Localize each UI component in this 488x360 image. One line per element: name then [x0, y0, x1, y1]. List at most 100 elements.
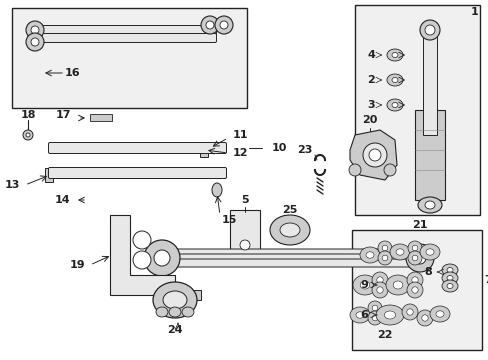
Ellipse shape: [376, 277, 383, 283]
Ellipse shape: [441, 264, 457, 276]
Ellipse shape: [407, 241, 421, 255]
Ellipse shape: [367, 301, 381, 315]
Text: 16: 16: [64, 68, 80, 78]
Ellipse shape: [31, 38, 39, 46]
FancyBboxPatch shape: [39, 26, 216, 35]
Ellipse shape: [406, 309, 412, 315]
Bar: [422, 35, 436, 135]
Text: 15: 15: [222, 215, 237, 225]
Ellipse shape: [169, 307, 181, 317]
Ellipse shape: [156, 307, 168, 317]
Ellipse shape: [406, 272, 422, 288]
Ellipse shape: [385, 275, 409, 295]
Text: 18: 18: [20, 110, 36, 120]
Text: 7: 7: [483, 275, 488, 285]
FancyBboxPatch shape: [163, 259, 421, 267]
Text: 1: 1: [469, 7, 477, 17]
Text: 22: 22: [376, 330, 392, 340]
Ellipse shape: [215, 16, 232, 34]
FancyBboxPatch shape: [48, 167, 226, 179]
Ellipse shape: [391, 53, 397, 58]
Ellipse shape: [406, 282, 422, 298]
Ellipse shape: [240, 240, 249, 250]
Ellipse shape: [416, 310, 432, 326]
Ellipse shape: [424, 201, 434, 209]
Bar: [271, 225, 307, 235]
Ellipse shape: [26, 21, 44, 39]
Ellipse shape: [382, 255, 387, 261]
Text: 23: 23: [296, 145, 311, 155]
Text: 13: 13: [4, 180, 20, 190]
Ellipse shape: [375, 305, 403, 325]
Text: 8: 8: [424, 267, 431, 277]
Polygon shape: [349, 130, 396, 180]
Text: 9: 9: [359, 280, 367, 290]
Text: 14: 14: [55, 195, 70, 205]
Ellipse shape: [377, 251, 391, 265]
Ellipse shape: [143, 240, 180, 276]
Ellipse shape: [391, 312, 398, 318]
Bar: [200, 143, 207, 157]
Bar: [12, 8, 246, 108]
Bar: [90, 114, 112, 121]
Ellipse shape: [391, 103, 397, 108]
Ellipse shape: [382, 245, 387, 251]
Ellipse shape: [153, 282, 197, 318]
Ellipse shape: [31, 26, 39, 34]
Ellipse shape: [163, 291, 186, 309]
Text: 5: 5: [241, 195, 248, 205]
Ellipse shape: [362, 143, 386, 167]
Text: 21: 21: [411, 220, 427, 230]
Ellipse shape: [435, 311, 443, 317]
Ellipse shape: [441, 272, 457, 284]
Ellipse shape: [133, 251, 151, 269]
Ellipse shape: [154, 250, 170, 266]
Ellipse shape: [269, 215, 309, 245]
Ellipse shape: [220, 21, 227, 29]
Ellipse shape: [349, 307, 369, 323]
Ellipse shape: [386, 99, 402, 111]
Text: 10: 10: [271, 143, 287, 153]
Text: 4: 4: [366, 50, 374, 60]
Ellipse shape: [368, 149, 380, 161]
Ellipse shape: [441, 280, 457, 292]
Ellipse shape: [411, 287, 417, 293]
FancyBboxPatch shape: [48, 143, 226, 153]
Text: 2: 2: [366, 75, 374, 85]
Ellipse shape: [429, 306, 449, 322]
Ellipse shape: [446, 267, 452, 273]
Ellipse shape: [421, 315, 427, 321]
Ellipse shape: [411, 255, 417, 261]
Ellipse shape: [348, 164, 360, 176]
FancyBboxPatch shape: [163, 254, 421, 262]
Ellipse shape: [419, 20, 439, 40]
Ellipse shape: [392, 281, 402, 289]
Ellipse shape: [386, 308, 402, 322]
Ellipse shape: [212, 183, 222, 197]
Ellipse shape: [359, 247, 379, 263]
Text: 12: 12: [232, 148, 248, 158]
Ellipse shape: [419, 244, 439, 260]
FancyBboxPatch shape: [163, 249, 421, 257]
Ellipse shape: [376, 287, 383, 293]
FancyBboxPatch shape: [39, 33, 216, 42]
Ellipse shape: [425, 249, 433, 255]
Ellipse shape: [391, 77, 397, 82]
Bar: [45, 168, 53, 182]
Bar: [153, 290, 167, 300]
Text: 20: 20: [362, 115, 377, 125]
Ellipse shape: [365, 252, 373, 258]
Ellipse shape: [371, 315, 377, 321]
Ellipse shape: [391, 283, 397, 288]
Text: 11: 11: [232, 130, 248, 140]
Ellipse shape: [26, 133, 30, 137]
Ellipse shape: [383, 164, 395, 176]
Ellipse shape: [377, 241, 391, 255]
Bar: [414, 110, 444, 200]
Ellipse shape: [389, 244, 409, 260]
Ellipse shape: [413, 252, 425, 264]
Ellipse shape: [411, 245, 417, 251]
Ellipse shape: [395, 249, 403, 255]
Bar: [186, 290, 201, 300]
Ellipse shape: [401, 304, 417, 320]
